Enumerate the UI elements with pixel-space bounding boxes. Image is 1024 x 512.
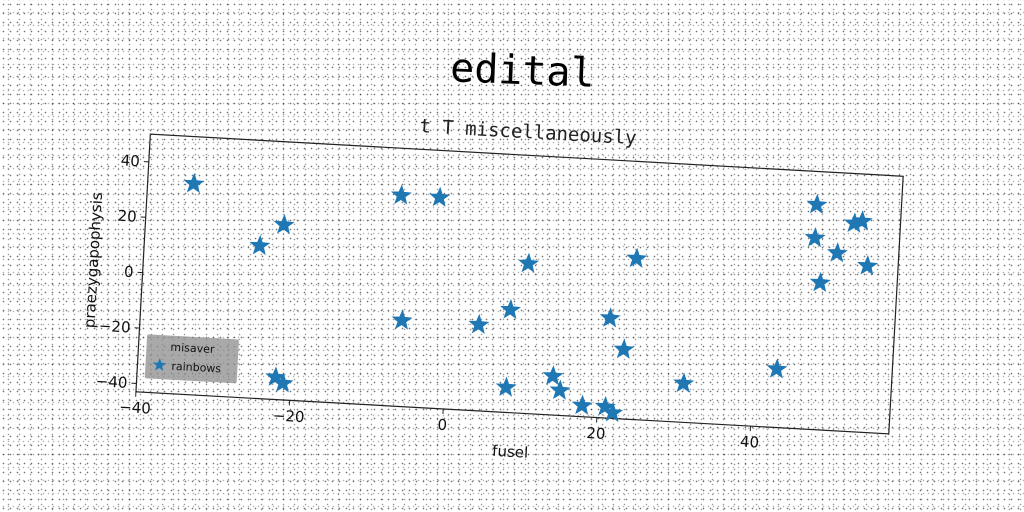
x-tick-label: 40 — [740, 433, 760, 452]
data-point — [429, 186, 451, 207]
legend-box — [144, 334, 239, 384]
data-point — [857, 254, 878, 276]
data-point — [602, 401, 624, 423]
data-point — [390, 184, 412, 205]
data-point — [549, 379, 571, 400]
y-tick-label: −40 — [95, 372, 128, 392]
chart-title: edital — [449, 45, 595, 97]
data-point — [542, 365, 564, 386]
data-point — [826, 242, 848, 263]
data-point — [272, 372, 294, 393]
y-tick-label: −20 — [98, 317, 131, 337]
data-point — [809, 271, 831, 293]
x-tick-label: 0 — [437, 416, 448, 435]
data-point — [804, 227, 826, 248]
legend-series-label: rainbows — [171, 360, 222, 376]
data-point — [613, 338, 635, 359]
y-tick-label: 40 — [120, 151, 140, 170]
data-point — [391, 309, 413, 330]
data-point — [249, 234, 271, 256]
y-tick-label: 20 — [117, 207, 137, 226]
legend-title: misaver — [170, 341, 215, 356]
data-point — [495, 376, 517, 397]
data-point — [468, 313, 490, 335]
data-point — [673, 372, 695, 393]
data-point — [518, 252, 540, 273]
data-point — [766, 358, 788, 379]
legend-marker — [152, 358, 167, 371]
x-tick-label: −40 — [119, 398, 152, 418]
legend-star-icon — [152, 358, 167, 371]
y-axis-ticks: −40 −20 0 20 40 — [95, 151, 149, 392]
chart-subtitle: t T miscellaneously — [419, 115, 637, 149]
data-point — [806, 193, 828, 215]
data-point — [571, 394, 593, 415]
data-series — [183, 172, 878, 423]
data-point — [500, 298, 522, 320]
data-point — [273, 214, 295, 235]
legend: misaver rainbows — [144, 334, 239, 384]
x-tick-label: 20 — [586, 424, 606, 443]
data-point — [626, 247, 648, 268]
plot-group: t T miscellaneously −40 −20 0 20 40 −40 −20 0 2… — [80, 115, 904, 462]
x-tick-label: −20 — [272, 406, 305, 426]
y-axis-label: praezygapophysis — [80, 192, 106, 329]
data-point — [851, 210, 873, 231]
data-point — [594, 395, 616, 417]
plot-area — [135, 133, 904, 435]
data-point — [183, 172, 205, 194]
data-point — [265, 366, 287, 387]
x-axis-ticks: −40 −20 0 20 40 — [119, 391, 760, 452]
y-tick-label: 0 — [124, 263, 135, 282]
data-point — [844, 212, 865, 233]
x-axis-label: fusel — [492, 442, 529, 462]
data-point — [599, 307, 621, 328]
